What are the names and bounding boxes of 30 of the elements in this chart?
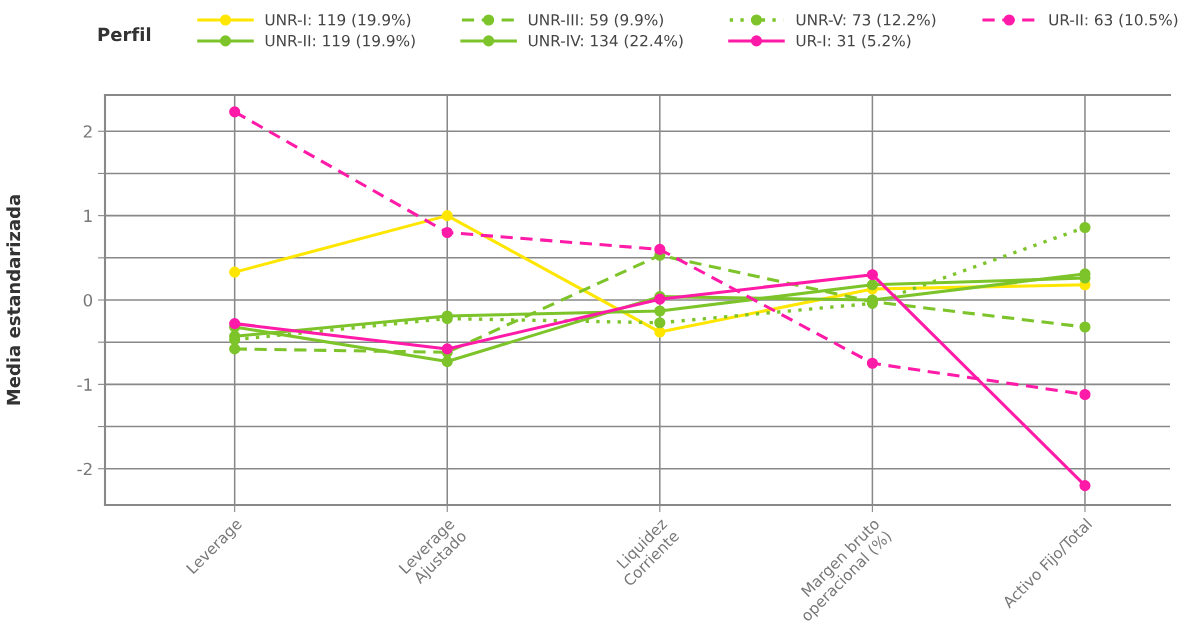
legend-label: UNR-II: 119 (19.9%): [265, 34, 415, 49]
point: [441, 226, 453, 239]
point: [229, 106, 241, 118]
point: [1079, 480, 1091, 492]
point: [866, 357, 878, 369]
y-axis-title: Media estandarizada: [6, 195, 21, 405]
legend-label: UR-I: 31 (5.2%): [796, 34, 911, 49]
y-tick-label: 2: [83, 125, 92, 138]
point: [866, 279, 878, 291]
point: [654, 243, 666, 255]
legend-label: UNR-III: 59 (9.9%): [528, 13, 663, 28]
y-tick-label: -2: [77, 462, 92, 476]
point: [441, 210, 453, 222]
y-tick-label: 1: [84, 209, 92, 222]
y-tick-label: 0: [83, 293, 93, 307]
point: [229, 266, 241, 278]
point: [654, 317, 666, 329]
legend-label: UNR-IV: 134 (22.4%): [528, 34, 683, 49]
legend-title: Perfil: [98, 27, 151, 42]
legend-label: UR-II: 63 (10.5%): [1049, 13, 1178, 28]
point: [229, 343, 241, 355]
point: [441, 356, 453, 368]
legend-label: UNR-V: 73 (12.2%): [796, 13, 936, 28]
point: [1079, 221, 1091, 234]
point: [1079, 388, 1091, 401]
point: [866, 269, 878, 281]
legend-label: UNR-I: 119 (19.9%): [265, 13, 411, 28]
y-tick-label: -1: [77, 378, 92, 391]
point: [654, 305, 666, 317]
point: [1079, 321, 1091, 333]
